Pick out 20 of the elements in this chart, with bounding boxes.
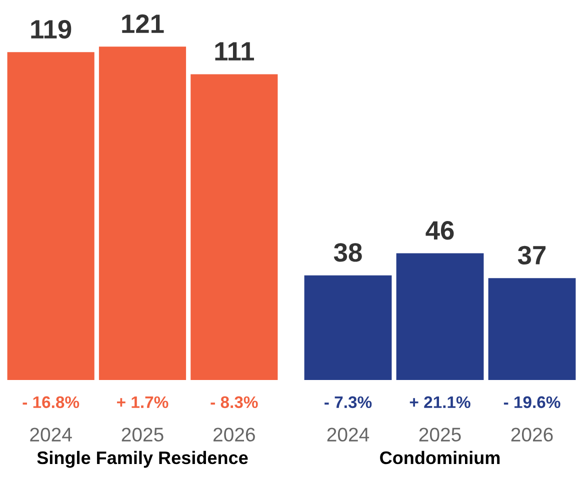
text: + 1.7% [117, 396, 168, 408]
data-label: 38 [334, 243, 362, 262]
x-tick-label: 2024 [30, 428, 72, 442]
data-label: 111 [215, 42, 254, 60]
text: - 7.3% [324, 396, 372, 408]
data-label: 46 [426, 221, 454, 240]
x-tick-label: 2024 [327, 428, 370, 442]
data-label: 121 [122, 14, 164, 33]
data-label: 119 [31, 20, 72, 39]
x-tick-label: 2026 [511, 428, 553, 442]
text: + 21.1% [410, 396, 470, 408]
text: - 19.6% [504, 396, 560, 408]
x-axis-title: Condominium [380, 450, 500, 464]
x-tick-label: 2026 [214, 428, 255, 442]
text: - 16.8% [22, 396, 80, 408]
x-axis-title: Single Family Residence [37, 450, 248, 468]
x-tick-label: 2025 [122, 428, 164, 442]
x-tick-label: 2025 [419, 428, 461, 442]
text: - 8.3% [210, 396, 258, 408]
data-label: 37 [518, 246, 546, 265]
